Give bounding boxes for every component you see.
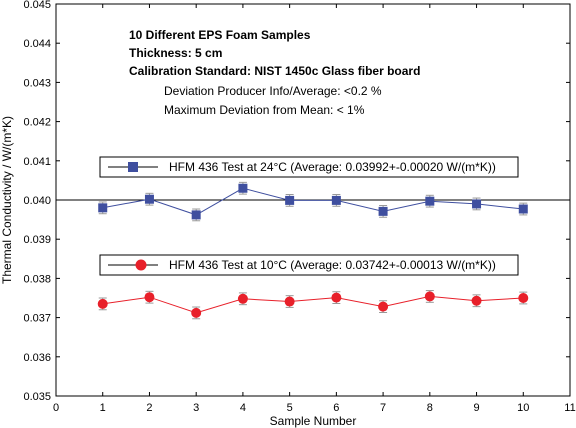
series-line-10c bbox=[102, 295, 524, 314]
y-tick-label: 0.037 bbox=[23, 313, 51, 325]
data-point-10c bbox=[424, 291, 435, 302]
data-point-10c bbox=[97, 298, 108, 309]
data-point-24c bbox=[331, 195, 341, 205]
legend-10c-label: HFM 436 Test at 10°C (Average: 0.03742+-… bbox=[169, 258, 496, 272]
y-tick-label: 0.035 bbox=[23, 391, 51, 403]
legend-10c-marker bbox=[135, 259, 147, 271]
legend-24c-marker bbox=[128, 162, 138, 172]
x-tick-label: 4 bbox=[240, 402, 246, 414]
y-axis-label: Thermal Conductivity / W/(m*K) bbox=[0, 116, 14, 284]
x-tick-label: 8 bbox=[427, 402, 433, 414]
x-tick-label: 0 bbox=[53, 402, 59, 414]
x-tick-label: 10 bbox=[517, 402, 529, 414]
x-tick-label: 11 bbox=[564, 402, 575, 414]
data-point-24c bbox=[238, 183, 248, 193]
data-point-10c bbox=[331, 292, 342, 303]
y-tick-label: 0.042 bbox=[23, 117, 51, 129]
y-axis: 0.035 0.036 0.037 0.038 0.039 0.040 0.041 0.042… bbox=[23, 0, 570, 403]
series-layer bbox=[97, 181, 529, 320]
y-tick-label: 0.045 bbox=[23, 0, 51, 11]
data-point-10c bbox=[237, 293, 248, 304]
data-point-24c bbox=[98, 203, 108, 213]
y-tick-label: 0.040 bbox=[23, 195, 51, 207]
x-tick-label: 1 bbox=[100, 402, 106, 414]
x-tick-label: 9 bbox=[473, 402, 479, 414]
x-tick-label: 2 bbox=[146, 402, 152, 414]
data-point-24c bbox=[425, 196, 435, 206]
annotation-calibration: Calibration Standard: NIST 1450c Glass f… bbox=[129, 64, 420, 78]
x-tick-label: 7 bbox=[380, 402, 386, 414]
annotation-max-deviation: Maximum Deviation from Mean: < 1% bbox=[164, 103, 365, 117]
legend-24c-label: HFM 436 Test at 24°C (Average: 0.03992+-… bbox=[169, 160, 496, 174]
y-tick-label: 0.044 bbox=[23, 38, 51, 50]
y-tick-label: 0.039 bbox=[23, 234, 51, 246]
data-point-10c bbox=[144, 292, 155, 303]
x-tick-label: 5 bbox=[287, 402, 293, 414]
data-point-24c bbox=[191, 210, 201, 220]
data-point-24c bbox=[144, 194, 154, 204]
data-point-24c bbox=[285, 195, 295, 205]
legend-10c: HFM 436 Test at 10°C (Average: 0.03742+-… bbox=[99, 254, 519, 276]
legend-24c: HFM 436 Test at 24°C (Average: 0.03992+-… bbox=[99, 156, 519, 178]
x-axis-label: Sample Number bbox=[270, 414, 357, 428]
annotation-samples: 10 Different EPS Foam Samples bbox=[129, 28, 311, 42]
data-point-10c bbox=[518, 293, 529, 303]
y-tick-label: 0.038 bbox=[23, 273, 51, 285]
data-point-10c bbox=[284, 296, 295, 307]
x-tick-label: 6 bbox=[333, 402, 339, 414]
y-tick-label: 0.041 bbox=[23, 156, 51, 168]
annotation-thickness: Thickness: 5 cm bbox=[129, 46, 222, 60]
data-point-10c bbox=[191, 307, 202, 318]
x-tick-label: 3 bbox=[193, 402, 199, 414]
series-line-24c bbox=[102, 187, 524, 216]
data-point-24c bbox=[518, 204, 528, 214]
y-tick-label: 0.043 bbox=[23, 77, 51, 89]
y-tick-label: 0.036 bbox=[23, 352, 51, 364]
x-axis: 0 1 2 3 4 5 6 7 8 9 10 11 bbox=[53, 4, 576, 414]
data-point-24c bbox=[378, 206, 388, 216]
data-point-24c bbox=[472, 199, 482, 209]
data-point-10c bbox=[378, 301, 389, 312]
annotation-deviation-producer: Deviation Producer Info/Average: <0.2 % bbox=[164, 84, 382, 98]
legend-24c-box bbox=[99, 156, 519, 178]
legend-10c-box bbox=[99, 254, 519, 276]
data-point-10c bbox=[471, 295, 482, 306]
